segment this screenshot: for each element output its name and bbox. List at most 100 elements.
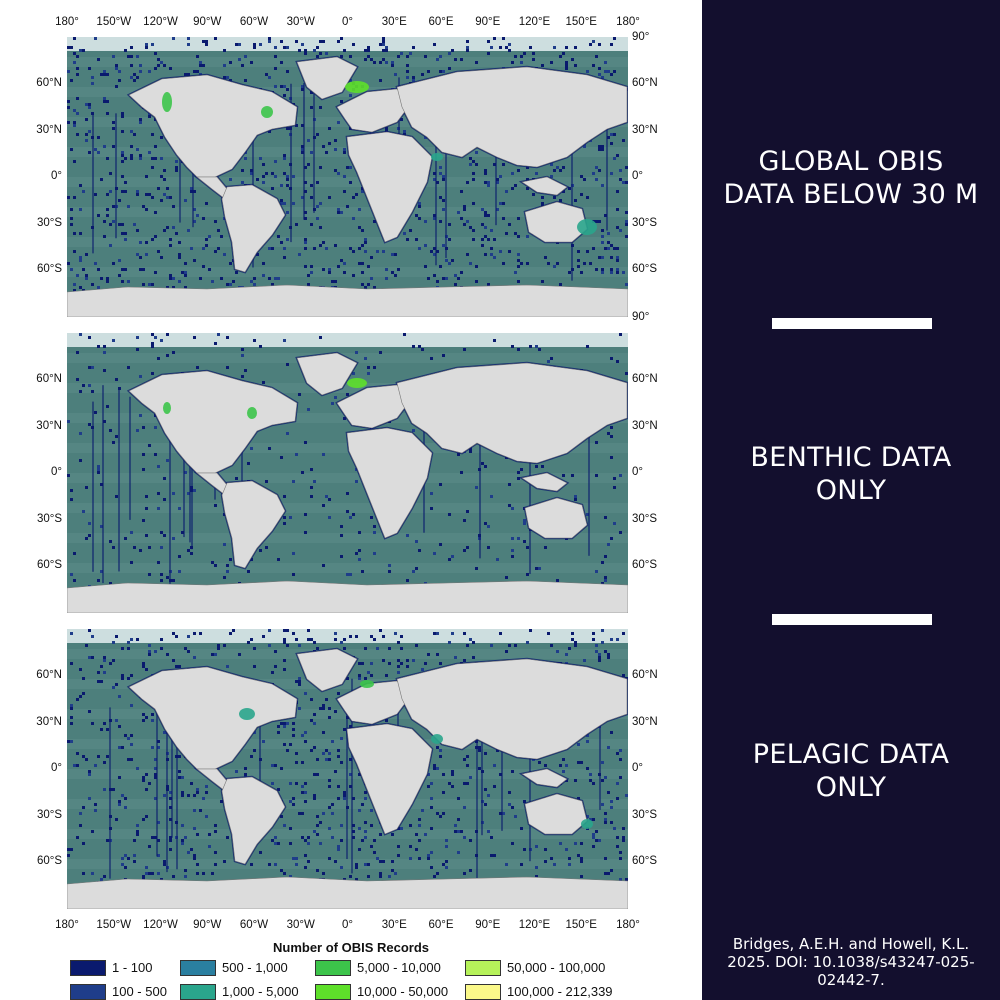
data-cell <box>70 704 73 707</box>
data-cell <box>289 827 292 830</box>
data-cell <box>364 286 367 289</box>
data-cell <box>445 866 448 869</box>
data-cell <box>79 432 82 435</box>
data-cell <box>295 752 298 755</box>
data-cell <box>556 166 559 169</box>
data-cell <box>607 543 610 546</box>
data-cell <box>484 235 487 238</box>
data-cell <box>151 372 154 375</box>
data-cell <box>283 154 286 157</box>
data-cell <box>196 791 199 794</box>
data-cell <box>490 253 493 256</box>
transect-line <box>189 402 191 543</box>
data-cell <box>70 148 73 151</box>
data-cell <box>136 830 139 833</box>
data-cell <box>214 37 217 40</box>
data-cell <box>373 531 376 534</box>
data-cell <box>169 848 172 851</box>
data-cell <box>490 836 493 839</box>
data-cell <box>364 241 367 244</box>
ocean-texture <box>67 679 628 689</box>
data-cell <box>211 561 214 564</box>
data-cell <box>607 656 610 659</box>
lon-tick-top: 90°W <box>193 16 222 28</box>
data-cell <box>337 172 340 175</box>
data-cell <box>565 848 568 851</box>
figure-area: 180° 180° 150°W 150°W 120°W 120°W 90°W 90°W 60°W… <box>36 16 658 1000</box>
data-cell <box>394 274 397 277</box>
data-cell <box>322 504 325 507</box>
data-cell <box>145 253 148 256</box>
data-cell <box>154 453 157 456</box>
data-cell <box>157 64 160 67</box>
transect-line <box>445 82 447 258</box>
data-cell <box>241 348 244 351</box>
data-cell <box>340 55 343 58</box>
data-cell <box>109 662 112 665</box>
data-cell <box>304 854 307 857</box>
data-cell <box>193 794 196 797</box>
data-cell <box>532 52 535 55</box>
data-cell <box>373 366 376 369</box>
data-cell <box>559 842 562 845</box>
data-cell <box>193 656 196 659</box>
data-cell <box>130 130 133 133</box>
data-cell <box>463 205 466 208</box>
data-cell <box>103 345 106 348</box>
data-cell <box>385 49 388 52</box>
data-cell <box>592 632 595 635</box>
data-cell <box>118 725 121 728</box>
data-cell <box>406 64 409 67</box>
data-cell <box>199 632 202 635</box>
data-cell <box>343 417 346 420</box>
data-cell <box>262 163 265 166</box>
data-cell <box>349 635 352 638</box>
map-pelagic <box>67 629 628 909</box>
data-cell <box>73 61 76 64</box>
data-cell <box>475 265 478 268</box>
data-cell <box>610 172 613 175</box>
data-cell <box>154 211 157 214</box>
data-cell <box>604 576 607 579</box>
transect-line <box>303 82 305 220</box>
lat-tick-right: 0° <box>632 466 643 478</box>
data-cell <box>292 202 295 205</box>
data-cell <box>151 333 154 336</box>
data-cell <box>97 136 100 139</box>
data-cell <box>115 85 118 88</box>
data-cell <box>319 707 322 710</box>
data-cell <box>391 833 394 836</box>
data-cell <box>73 283 76 286</box>
data-cell <box>202 872 205 875</box>
data-cell <box>343 175 346 178</box>
data-cell <box>151 166 154 169</box>
data-cell <box>400 118 403 121</box>
data-cell <box>250 755 253 758</box>
data-cell <box>619 749 622 752</box>
data-cell <box>151 157 154 160</box>
data-cell <box>97 58 100 61</box>
data-cell <box>526 641 529 644</box>
data-cell <box>88 773 91 776</box>
data-cell <box>79 333 82 336</box>
data-cell <box>556 579 559 582</box>
data-cell <box>466 644 469 647</box>
data-cell <box>163 534 166 537</box>
data-cell <box>361 271 364 274</box>
data-cell <box>304 211 307 214</box>
data-cell <box>574 842 577 845</box>
data-cell <box>397 854 400 857</box>
data-cell <box>574 46 577 49</box>
data-cell <box>94 37 97 40</box>
data-cell <box>511 842 514 845</box>
data-cell <box>127 55 130 58</box>
data-cell <box>289 842 292 845</box>
data-cell <box>70 498 73 501</box>
data-cell <box>112 788 115 791</box>
data-cell <box>181 776 184 779</box>
lon-tick-top: 150°E <box>565 16 597 28</box>
data-cell <box>619 178 622 181</box>
data-cell <box>331 812 334 815</box>
data-cell <box>583 659 586 662</box>
data-cell <box>163 498 166 501</box>
